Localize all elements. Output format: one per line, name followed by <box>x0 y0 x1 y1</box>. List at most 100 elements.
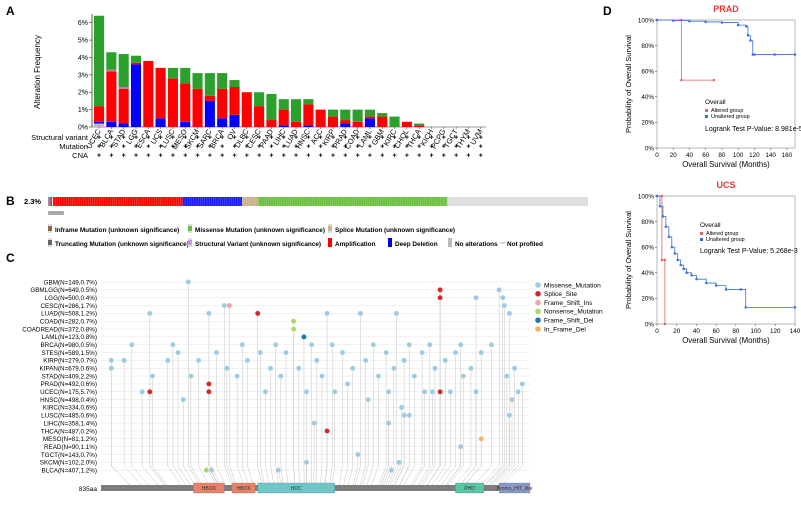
panel-a-bar-mutation <box>377 113 388 117</box>
panel-c-mutation-dot <box>401 412 407 419</box>
panel-a-bar-amplification <box>266 120 277 127</box>
panel-a-row-marker: + <box>232 144 236 151</box>
panel-c-stem <box>435 391 451 487</box>
panel-c-cancer-label: GBMLGG(N=649,0.5%) <box>30 287 97 294</box>
panel-a-row-marker: + <box>331 144 335 151</box>
panel-c-stem <box>391 407 402 487</box>
panel-c-legend-dot <box>535 291 541 297</box>
panel-c-mutation-dot <box>303 459 310 466</box>
panel-a-bar-mutation <box>352 109 363 122</box>
panel-a-row-marker: + <box>109 153 113 160</box>
panel-c-stem <box>458 391 477 487</box>
km-censor-mark <box>715 284 718 287</box>
panel-c-mutation-dot <box>339 349 346 356</box>
panel-c-stem <box>410 352 423 487</box>
panel-c-stem <box>419 391 433 487</box>
panel-c-domain <box>193 482 225 494</box>
panel-c-mutation-dot <box>421 389 428 395</box>
panel-a-row-marker: + <box>269 153 273 160</box>
panel-a-bar-structural <box>106 69 117 72</box>
panel-a-row-marker: + <box>454 135 458 142</box>
panel-a-bar-amplification <box>192 88 203 127</box>
panel-c-mutation-dot <box>283 349 289 356</box>
km-censor-mark <box>744 306 747 309</box>
panel-a-bar-amplification <box>377 116 388 127</box>
km-logrank: Logrank Test P-Value: 5.268e-3 <box>700 248 798 255</box>
panel-a-row-marker: + <box>220 153 224 160</box>
panel-a-row-marker: + <box>306 153 310 160</box>
panel-b-oncoprint: 2.3% Inframe Mutation (unknown significa… <box>24 197 588 248</box>
panel-c-stem <box>188 282 201 487</box>
panel-c-mutation-dot <box>385 420 392 426</box>
panel-b-legend-swatch <box>388 238 392 247</box>
panel-a-row-marker: + <box>196 144 200 151</box>
panel-c-mutation-dot <box>108 357 115 364</box>
panel-c-mutation-dot <box>254 310 261 317</box>
km-censor-mark <box>670 246 673 249</box>
panel-c-mutation-dot <box>234 373 240 379</box>
panel-c-mutation-dot <box>149 373 156 379</box>
panel-a-row-marker: + <box>109 135 113 142</box>
panel-c-stem <box>426 391 441 487</box>
km-ytick-label: 0% <box>645 321 655 328</box>
panel-a-row-marker: + <box>454 144 458 151</box>
panel-b-legend-swatch <box>188 226 192 231</box>
panel-c-mutation-dot <box>221 302 228 309</box>
panel-c-stem <box>310 344 312 487</box>
panel-c-stem <box>224 305 233 487</box>
panel-c-legend: Missense_Mutation Splice_Site Frame_Shift_… <box>535 282 603 333</box>
panel-a-bar-mutation <box>278 99 289 110</box>
panel-c-cancer-label: LUSC(N=485,0.6%) <box>41 413 97 420</box>
panel-c-stem <box>329 344 333 487</box>
panel-a-row-marker: + <box>356 135 360 142</box>
panel-a-row-marker: + <box>380 135 384 142</box>
panel-c-mutation-dot <box>506 310 513 317</box>
panel-a-row-marker: + <box>282 153 286 160</box>
panel-a-bar-amplification <box>340 120 351 124</box>
km-curve <box>657 19 714 81</box>
panel-c-stem <box>421 368 436 487</box>
panel-c-mutation-dot <box>308 341 315 348</box>
panel-c-cancer-label: THCA(N=487,0.2%) <box>41 428 97 435</box>
km-legend-title: Overall <box>705 99 726 106</box>
panel-a-row-marker: + <box>257 135 261 142</box>
panel-a-row-marker: + <box>306 135 310 142</box>
panel-a-row-marker: + <box>183 135 187 142</box>
panel-c-cancer-label: BLCA(N=407,1.2%) <box>42 467 97 474</box>
panel-c-mutation-dot <box>429 389 436 395</box>
panel-c-stem <box>149 391 166 487</box>
panel-c-stem <box>387 313 397 487</box>
panel-c-stem <box>141 391 159 487</box>
panel-c-mutation-dot <box>129 341 135 348</box>
km-legend-label: Unaltered group <box>706 237 745 243</box>
panel-b-legend-label: Splice Mutation (unknown significance) <box>335 227 455 234</box>
panel-a-bar-mutation <box>389 116 400 127</box>
panel-a-row-marker: + <box>368 135 372 142</box>
panel-a-row-marker: + <box>429 144 433 151</box>
panel-a-row-marker: + <box>306 144 310 151</box>
panel-a-row-marker: + <box>429 153 433 160</box>
panel-a-row-marker: + <box>393 135 397 142</box>
panel-b-track <box>48 197 588 215</box>
panel-c-mutation-dot <box>473 294 479 301</box>
panel-a-ytick-label: 2% <box>78 90 88 97</box>
panel-c-stem <box>331 391 335 487</box>
panel-a-bar-mutation <box>266 93 277 121</box>
panel-c-cancer-label: LAML(N=123,0.8%) <box>42 334 97 341</box>
panel-c-cancer-label: READ(N=90,1.1%) <box>44 444 97 451</box>
panel-d-letter: D <box>603 4 612 18</box>
km-legend-swatch <box>705 109 708 112</box>
panel-a-row-marker: + <box>442 144 446 151</box>
panel-c-stems <box>111 282 523 487</box>
panel-c-mutation-dot <box>370 341 377 348</box>
panel-c-mutation-dot <box>460 373 466 379</box>
panel-a-row-marker: + <box>232 153 236 160</box>
panel-c-mutation-dot <box>185 279 192 285</box>
panel-c-domain-label: HDC <box>291 486 302 492</box>
km-censor-mark <box>704 20 707 24</box>
panel-c-mutation-dot <box>165 357 171 364</box>
panel-c-cancer-label: LUAD(N=508,1.2%) <box>41 311 97 318</box>
panel-c-mutation-dot <box>457 443 464 450</box>
panel-c-grid <box>101 281 530 471</box>
panel-c-stem <box>445 446 461 487</box>
